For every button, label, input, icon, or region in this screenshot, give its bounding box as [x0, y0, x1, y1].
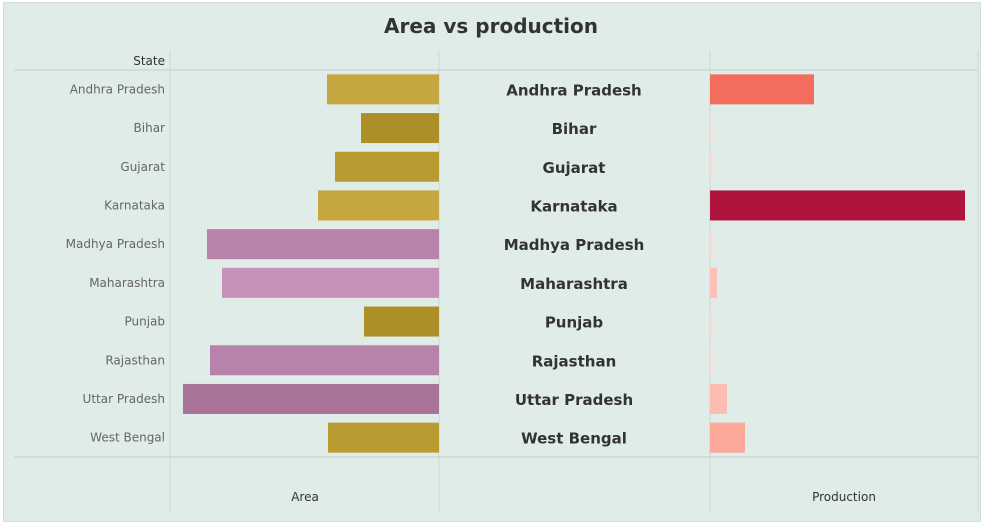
area-bar[interactable] [364, 306, 439, 337]
state-center-label: Maharashtra [520, 275, 628, 293]
state-center-label: Bihar [552, 120, 597, 138]
state-row-label: Rajasthan [105, 353, 165, 367]
state-row-label: Andhra Pradesh [70, 82, 165, 96]
chart-frame [3, 2, 981, 522]
state-center-label: Andhra Pradesh [506, 81, 641, 99]
state-center-label: Rajasthan [532, 352, 617, 370]
state-row-label: Bihar [134, 121, 166, 135]
production-axis-title: Production [812, 490, 876, 504]
production-bar[interactable] [710, 190, 965, 221]
state-center-label: Karnataka [530, 197, 617, 215]
production-bar[interactable] [710, 113, 711, 144]
production-bar[interactable] [710, 345, 711, 376]
state-center-label: Uttar Pradesh [515, 391, 633, 409]
area-bar[interactable] [183, 383, 439, 414]
area-bar[interactable] [222, 267, 439, 298]
state-row-label: Madhya Pradesh [66, 237, 165, 251]
state-row-label: West Bengal [90, 431, 165, 445]
production-bar[interactable] [710, 306, 712, 337]
production-bar[interactable] [710, 229, 712, 260]
area-bar[interactable] [207, 229, 439, 260]
state-center-label: Punjab [545, 314, 604, 332]
state-row-label: Karnataka [104, 198, 165, 212]
chart-title: Area vs production [384, 14, 598, 38]
area-bar[interactable] [335, 151, 439, 182]
state-row-label: Punjab [124, 315, 165, 329]
area-axis-title: Area [291, 490, 319, 504]
production-bar[interactable] [710, 422, 745, 453]
state-row-label: Gujarat [120, 160, 165, 174]
state-center-label: Gujarat [543, 159, 606, 177]
state-row-label: Uttar Pradesh [83, 392, 165, 406]
area-bar[interactable] [328, 422, 439, 453]
state-column-header: State [133, 54, 165, 68]
production-bar[interactable] [710, 383, 727, 414]
area-bar[interactable] [318, 190, 439, 221]
production-bar[interactable] [710, 74, 814, 105]
area-bar[interactable] [327, 74, 439, 105]
production-bar[interactable] [710, 151, 712, 182]
area-bar[interactable] [361, 113, 439, 144]
area-bar[interactable] [210, 345, 439, 376]
state-center-label: Madhya Pradesh [504, 236, 645, 254]
state-center-label: West Bengal [521, 430, 627, 448]
production-bar[interactable] [710, 267, 717, 298]
state-row-label: Maharashtra [89, 276, 165, 290]
